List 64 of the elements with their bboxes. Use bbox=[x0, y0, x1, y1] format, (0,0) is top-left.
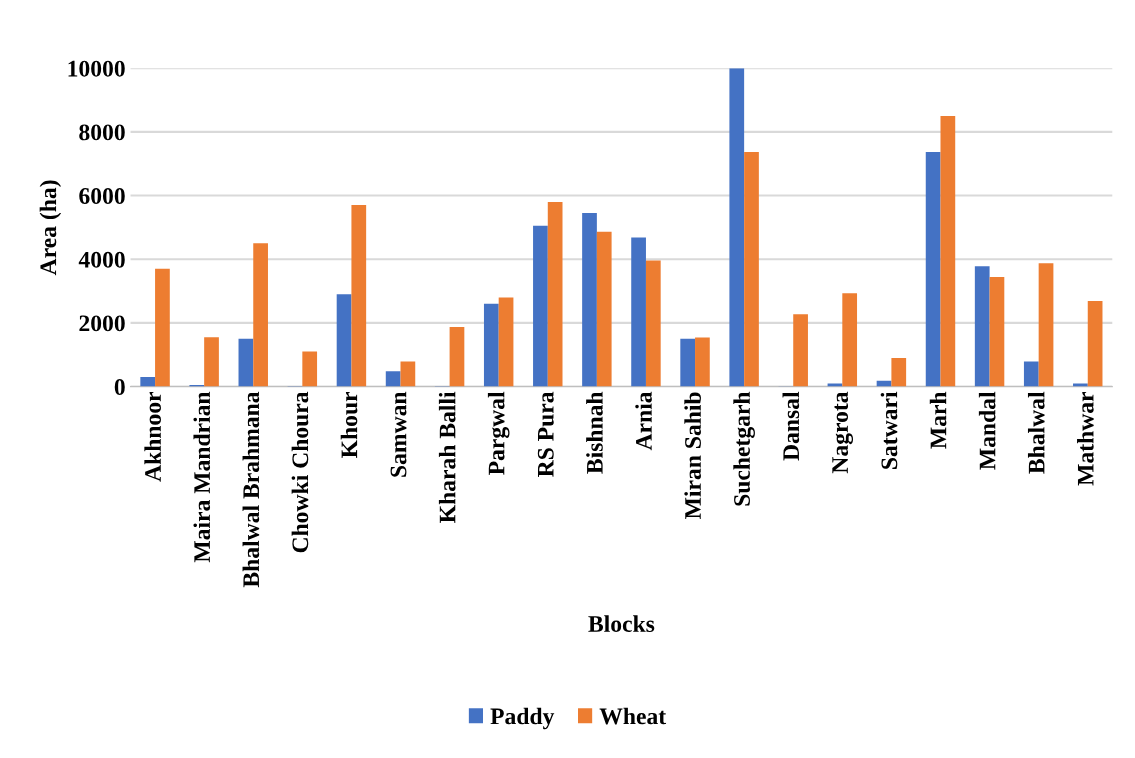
bar bbox=[596, 231, 612, 387]
y-tick-label: 2000 bbox=[79, 315, 125, 332]
bar bbox=[842, 293, 858, 387]
x-tick-label: Nagrota bbox=[832, 391, 854, 474]
legend-label: Paddy bbox=[490, 707, 555, 730]
bar bbox=[351, 205, 367, 387]
bar bbox=[744, 151, 759, 387]
x-tick-label: Mathwar bbox=[1077, 391, 1094, 486]
bar bbox=[155, 268, 170, 387]
bar bbox=[449, 327, 465, 387]
bar bbox=[1073, 383, 1088, 387]
x-tick-label: Akhnoor bbox=[144, 391, 161, 482]
bar bbox=[680, 338, 696, 387]
x-tick-label: Mandal bbox=[978, 391, 996, 470]
bar bbox=[336, 294, 352, 387]
bar bbox=[1023, 361, 1039, 387]
bar bbox=[989, 277, 1005, 387]
x-tick-label: Bishnah bbox=[586, 391, 603, 474]
bar bbox=[302, 351, 318, 387]
x-tick-label: Pargwal bbox=[487, 391, 510, 475]
x-tick-label: Marh bbox=[929, 391, 947, 449]
x-tick-label: Chowki Choura bbox=[291, 391, 309, 553]
y-tick-label: 10000 bbox=[68, 60, 125, 77]
bar bbox=[695, 337, 710, 387]
x-tick-label: Maira Mandrian bbox=[193, 391, 211, 563]
bar bbox=[925, 151, 941, 387]
bar bbox=[793, 314, 808, 387]
bar bbox=[891, 357, 907, 387]
y-tick-label: 6000 bbox=[79, 188, 125, 204]
bar bbox=[1038, 263, 1054, 387]
bar bbox=[533, 225, 548, 387]
bar bbox=[1087, 300, 1103, 387]
bar bbox=[140, 377, 156, 387]
bar bbox=[253, 243, 268, 387]
bar bbox=[547, 201, 563, 387]
x-tick-label: Bhalwal Brahmana bbox=[242, 391, 260, 588]
x-tick-label: Satwari bbox=[880, 391, 898, 469]
y-tick-label: 8000 bbox=[79, 124, 125, 141]
bar bbox=[940, 115, 956, 387]
x-tick-label: Miran Sahib bbox=[684, 392, 701, 519]
bar bbox=[400, 361, 416, 387]
bar bbox=[498, 297, 514, 387]
bar bbox=[974, 266, 990, 387]
x-tick-label: Khour bbox=[340, 391, 358, 458]
x-tick-label: Samwan bbox=[390, 391, 407, 477]
x-tick-label: RS Pura bbox=[537, 391, 554, 477]
legend-label: Wheat bbox=[599, 707, 667, 725]
bar bbox=[631, 237, 646, 387]
bar bbox=[385, 371, 401, 387]
x-tick-label: Arnia bbox=[635, 391, 652, 451]
x-tick-label: Kharah Balli bbox=[438, 391, 456, 523]
bar bbox=[729, 68, 745, 387]
y-axis-title: Area (ha) bbox=[39, 180, 62, 276]
bar bbox=[483, 303, 499, 387]
x-tick-label: Suchetgarh bbox=[733, 391, 755, 506]
y-tick-label: 4000 bbox=[78, 251, 125, 268]
bar bbox=[582, 213, 597, 387]
x-tick-label: Dansal bbox=[782, 391, 800, 461]
x-axis-title: Blocks bbox=[588, 615, 655, 632]
x-tick-label: Bhalwal bbox=[1027, 391, 1045, 474]
bar bbox=[238, 338, 254, 387]
bar bbox=[204, 337, 219, 387]
y-tick-label: 0 bbox=[114, 379, 125, 395]
bar bbox=[645, 260, 661, 387]
